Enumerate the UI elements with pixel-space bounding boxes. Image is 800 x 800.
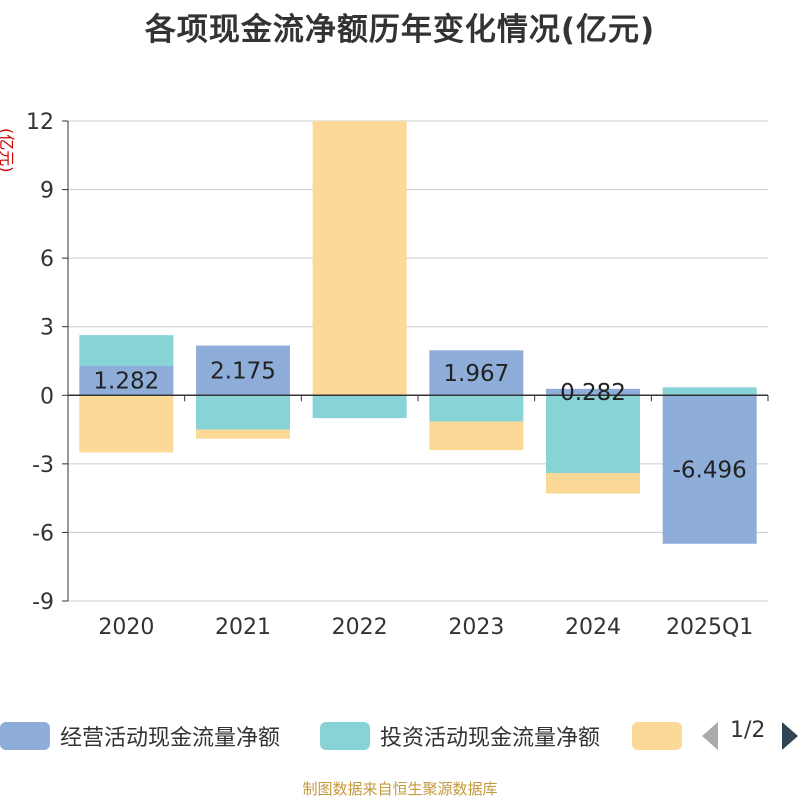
bar-2-2020 xyxy=(79,335,174,366)
data-label: 2.175 xyxy=(210,358,276,384)
legend-next-page-icon[interactable] xyxy=(782,722,798,750)
data-source-note: 制图数据来自恒生聚源数据库 xyxy=(302,780,498,798)
y-tick-label: 3 xyxy=(40,316,54,341)
legend-page-indicator: 1/2 xyxy=(730,718,766,743)
y-tick-label: -9 xyxy=(32,590,54,615)
x-tick-label: 2025Q1 xyxy=(666,615,753,640)
legend: 经营活动现金流量净额 投资活动现金流量净额 xyxy=(0,716,800,756)
x-tick-label: 2020 xyxy=(98,615,154,640)
legend-item-investing[interactable]: 投资活动现金流量净额 xyxy=(320,716,600,756)
bar-3-2024 xyxy=(546,473,640,494)
bar-1-2024 xyxy=(546,388,640,396)
y-tick-label: -3 xyxy=(32,453,54,478)
bar-3-2022 xyxy=(312,121,407,396)
y-tick-label: 9 xyxy=(40,179,54,204)
data-label: 1.967 xyxy=(443,361,509,387)
y-tick-label: 6 xyxy=(40,247,54,272)
bar-2-2024 xyxy=(546,395,640,473)
legend-swatch-operating xyxy=(0,722,50,750)
legend-item-operating[interactable]: 经营活动现金流量净额 xyxy=(0,716,280,756)
bar-2-2025Q1 xyxy=(662,387,757,396)
bar-chart: -9 -6 -3 0 3 6 9 12 2020 2021 2022 2023 2024 2025Q1 1.… xyxy=(26,110,769,640)
legend-prev-page-icon[interactable] xyxy=(702,722,718,750)
y-tick-label: 12 xyxy=(26,110,54,135)
bar-1-2025Q1 xyxy=(662,395,757,544)
legend-label-operating: 经营活动现金流量净额 xyxy=(60,726,281,751)
legend-label-investing: 投资活动现金流量净额 xyxy=(380,726,601,751)
bar-3-2021 xyxy=(196,429,290,439)
bar-2-2022 xyxy=(312,395,407,419)
bar-2-2021 xyxy=(196,395,290,430)
x-tick-label: 2023 xyxy=(448,615,504,640)
y-tick-label: 0 xyxy=(40,384,54,409)
data-label: 1.282 xyxy=(93,369,159,395)
bar-3-2020 xyxy=(79,395,174,453)
x-tick-label: 2021 xyxy=(215,615,271,640)
legend-swatch-investing xyxy=(320,722,370,750)
x-tick-label: 2022 xyxy=(332,615,388,640)
data-label: -6.496 xyxy=(673,458,747,484)
legend-item-financing[interactable] xyxy=(632,716,682,756)
bar-1-2020 xyxy=(79,365,174,396)
y-tick-label: -6 xyxy=(32,521,54,546)
x-tick-label: 2024 xyxy=(565,615,621,640)
data-label: 0.282 xyxy=(560,380,626,406)
chart-title: 各项现金流净额历年变化情况(亿元) xyxy=(144,12,656,48)
bar-1-2023 xyxy=(429,350,524,396)
bar-1-2021 xyxy=(196,345,290,396)
legend-swatch-financing xyxy=(632,722,682,750)
bar-3-2023 xyxy=(429,421,524,451)
bar-2-2023 xyxy=(429,395,524,422)
